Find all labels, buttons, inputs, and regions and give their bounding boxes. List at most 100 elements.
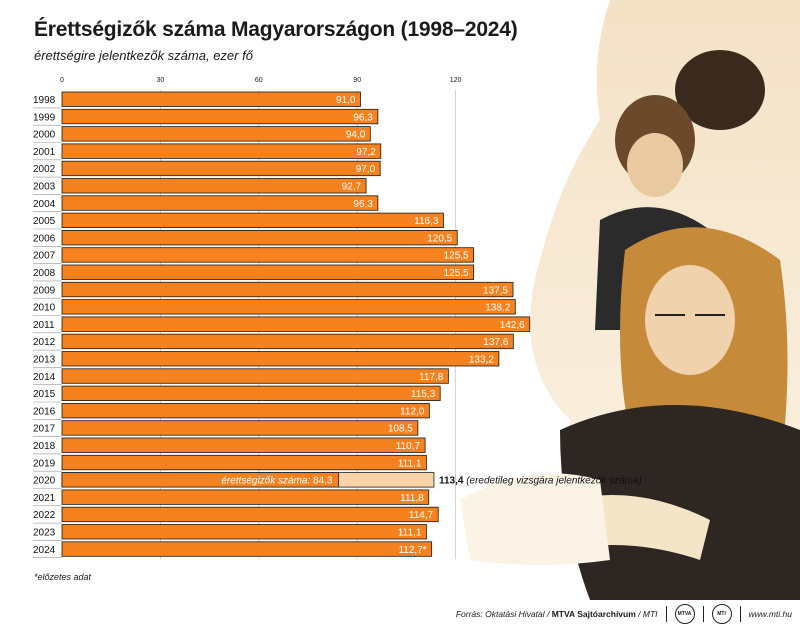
year-label: 2018 [33, 441, 56, 452]
footer: Forrás: Oktatási Hivatal / MTVA Sajtóarc… [456, 604, 792, 624]
year-label: 2002 [33, 164, 56, 175]
source-text: Forrás: Oktatási Hivatal / MTVA Sajtóarc… [455, 609, 658, 619]
inner-value: 84,3 [313, 476, 333, 487]
x-tick-label: 60 [255, 77, 263, 84]
bar-value-label: 137,6 [483, 337, 508, 348]
bar [61, 178, 367, 194]
bar [61, 541, 433, 557]
year-label: 1998 [33, 95, 56, 106]
chart-subtitle: érettségire jelentkezők száma, ezer fő [34, 48, 253, 63]
bar [61, 91, 361, 107]
bar [61, 333, 514, 350]
bar [61, 281, 514, 298]
year-label: 2023 [33, 528, 56, 539]
year-label: 2012 [33, 337, 56, 348]
bar-value-label: 114,7 [409, 510, 434, 521]
bar-value-label: 111,1 [398, 528, 422, 539]
bar-value-label: 117,8 [419, 372, 444, 383]
footnote: *előzetes adat [34, 572, 92, 582]
bar [61, 264, 475, 280]
bar-value-label: 110,7 [396, 441, 421, 452]
x-tick-label: 30 [157, 77, 165, 84]
bar-value-label: 133,2 [469, 355, 494, 366]
year-label: 2020 [33, 476, 56, 487]
bar-2020-graduates-label: érettségizők száma: 84,3 [221, 476, 333, 487]
year-label: 2022 [33, 510, 56, 521]
bar-value-label: 138,2 [485, 303, 510, 314]
year-label: 2004 [33, 199, 56, 210]
bar [61, 368, 449, 384]
bar-value-label: 116,3 [414, 216, 439, 227]
bar-value-label: 112,0 [400, 406, 425, 417]
bar-value-label: 91,0 [336, 95, 356, 106]
year-label: 2010 [33, 303, 56, 314]
bar-value-label: 94,0 [346, 130, 366, 141]
bar [61, 299, 516, 315]
bar [61, 212, 444, 229]
x-tick-label: 0 [60, 77, 64, 84]
bar-value-label: 125,5 [444, 268, 469, 279]
year-label: 2011 [33, 320, 55, 331]
bar [61, 143, 382, 159]
outer-value: 113,4 [439, 476, 466, 487]
bar [61, 506, 439, 523]
students-exam-illustration [460, 0, 800, 600]
mtva-logo: MTVA [674, 604, 695, 624]
bar [61, 524, 427, 540]
mti-logo: MTI [711, 604, 732, 624]
bar [61, 402, 430, 419]
year-label: 2015 [33, 389, 56, 400]
inner-caption: érettségizők száma: [221, 476, 313, 487]
bar-value-label: 120,5 [427, 233, 452, 244]
year-label: 2000 [33, 130, 56, 141]
bar [61, 247, 475, 263]
year-label: 2001 [33, 147, 56, 158]
bar [61, 454, 427, 471]
divider [739, 606, 741, 622]
year-label: 2003 [33, 182, 56, 193]
bar-value-label: 112,7* [398, 545, 426, 556]
bar-value-label: 96,3 [353, 112, 373, 123]
bar-value-label: 137,5 [483, 285, 508, 296]
bar-value-label: 115,3 [411, 389, 436, 400]
divider [665, 606, 667, 622]
bar-value-label: 92,7 [342, 182, 362, 193]
bar-value-label: 97,0 [356, 164, 376, 175]
year-label: 1999 [33, 112, 56, 123]
year-label: 2006 [33, 233, 56, 244]
bar-value-label: 96,3 [353, 199, 373, 210]
bar [61, 160, 381, 177]
bar [61, 316, 531, 332]
website-link[interactable]: www.mti.hu [748, 609, 792, 619]
divider [702, 606, 704, 622]
bar-value-label: 108,5 [388, 424, 413, 435]
year-label: 2016 [33, 406, 56, 417]
year-label: 2013 [33, 355, 56, 366]
bar [61, 195, 379, 211]
bar [61, 351, 500, 367]
year-label: 2021 [33, 493, 56, 504]
outer-note: (eredetileg vizsgára jelentkezők száma) [466, 476, 642, 487]
chart-title: Érettségizők száma Magyarországon (1998–… [34, 18, 518, 41]
bar [61, 229, 458, 246]
year-label: 2019 [33, 458, 56, 469]
bar-value-label: 142,6 [500, 320, 525, 331]
year-label: 2005 [33, 216, 56, 227]
bar [61, 437, 426, 453]
year-label: 2017 [33, 424, 56, 435]
bar-value-label: 125,5 [444, 251, 469, 262]
bar [61, 385, 441, 402]
bar-2020-graduates [61, 472, 339, 488]
x-tick-label: 120 [450, 77, 462, 84]
bar [61, 108, 379, 125]
bar [61, 126, 371, 142]
year-label: 2014 [33, 372, 56, 383]
bar-value-label: 111,1 [398, 458, 422, 469]
x-tick-label: 90 [353, 77, 361, 84]
bar-2020-applicants-label: 113,4 (eredetileg vizsgára jelentkezők s… [439, 476, 642, 487]
year-label: 2008 [33, 268, 56, 279]
bar-value-label: 97,2 [356, 147, 376, 158]
bar [61, 489, 430, 505]
year-label: 2009 [33, 285, 56, 296]
